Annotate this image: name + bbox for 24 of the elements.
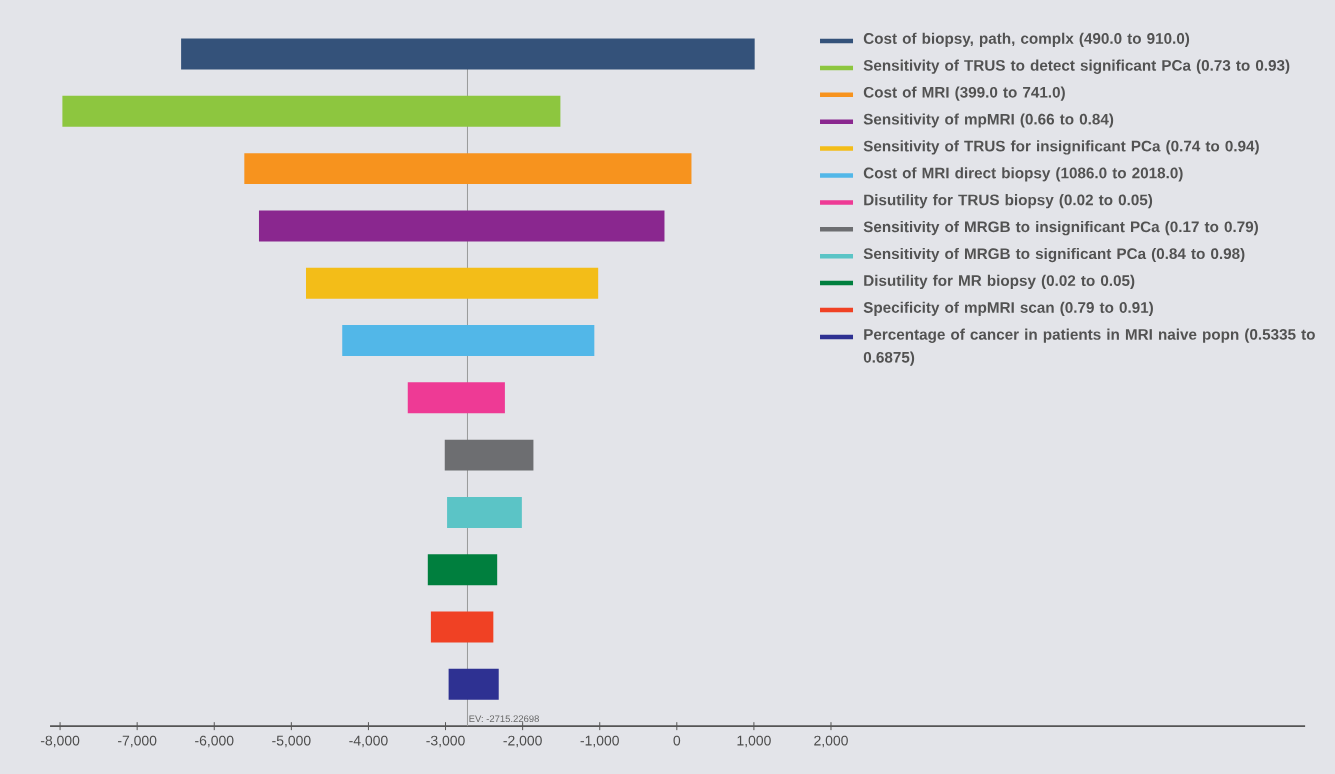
legend-label: Sensitivity of mpMRI (0.66 to 0.84) <box>863 113 1114 128</box>
legend-label: Cost of biopsy, path, complx (490.0 to 910.0) <box>863 32 1190 47</box>
legend-label: Sensitivity of MRGB to insignificant PCa (0.17 to 0.79) <box>863 221 1258 236</box>
legend-label: Sensitivity of MRGB to significant PCa (0.84 to 0.98) <box>863 247 1245 263</box>
legend-label: Percentage of cancer in patients in MRI naive popn (0.5335 to 0.6875) <box>863 328 1315 366</box>
x-tick-label: -6,000 <box>195 735 234 748</box>
x-tick-label: 0 <box>673 735 681 746</box>
x-tick-label: -8,000 <box>40 735 80 748</box>
legend-label: Sensitivity of TRUS for insignificant PCa (0.74 to 0.94) <box>863 140 1259 155</box>
x-tick-label: -5,000 <box>272 735 311 748</box>
legend-label: Cost of MRI (399.0 to 741.0) <box>863 86 1065 101</box>
legend-label: Sensitivity of TRUS to detect significant PCa (0.73 to 0.93) <box>863 59 1290 74</box>
x-tick-label: -2,000 <box>503 735 542 748</box>
legend-label: Disutility for TRUS biopsy (0.02 to 0.05) <box>864 194 1153 209</box>
x-tick-label: -3,000 <box>426 735 465 748</box>
x-tick-label: -4,000 <box>349 735 388 748</box>
ref-line-label: EV: -2715.22698 <box>469 715 539 723</box>
x-tick-label: 1,000 <box>737 735 771 748</box>
x-tick-label: -1,000 <box>580 735 619 748</box>
legend-label: Disutility for MR biopsy (0.02 to 0.05) <box>864 274 1135 290</box>
x-tick-label: -7,000 <box>118 735 157 748</box>
legend-label: Cost of MRI direct biopsy (1086.0 to 2018.0) <box>863 167 1183 182</box>
legend-label: Specificity of mpMRI scan (0.79 to 0.91) <box>863 301 1153 316</box>
x-tick-label: 2,000 <box>814 735 848 748</box>
